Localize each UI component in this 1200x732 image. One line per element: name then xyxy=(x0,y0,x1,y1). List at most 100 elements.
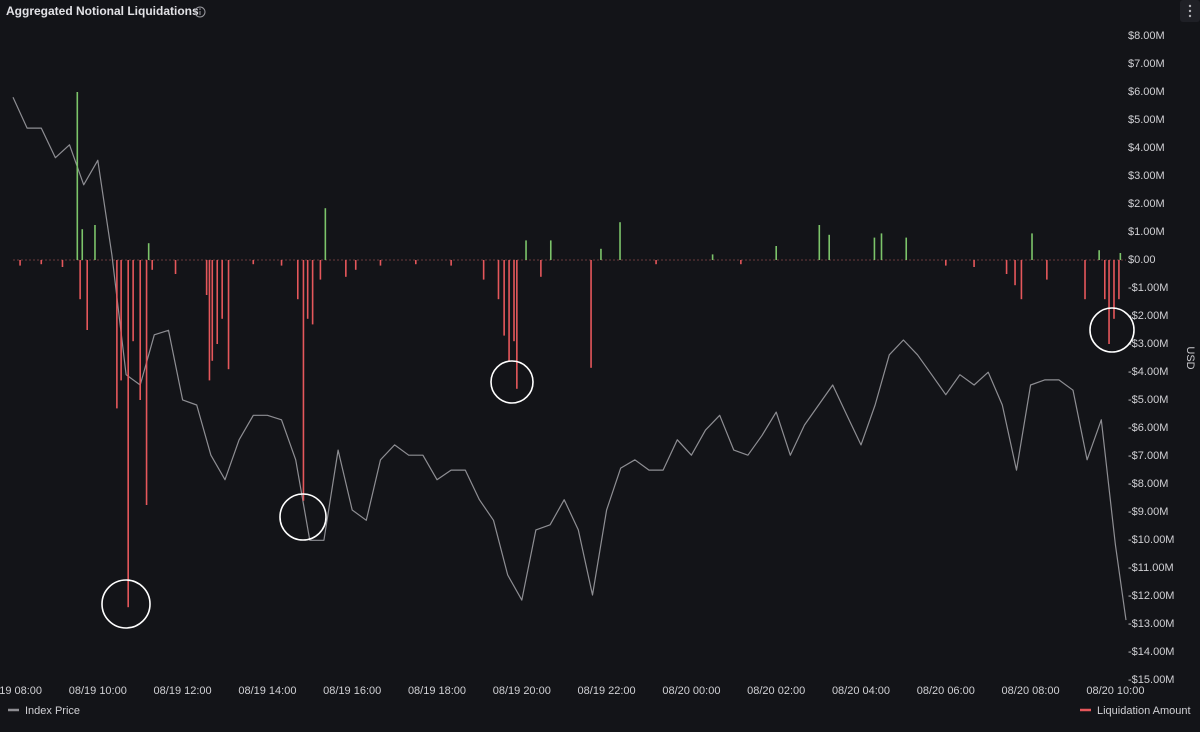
x-tick-label: 08/19 22:00 xyxy=(578,685,636,697)
y-tick-label: -$10.00M xyxy=(1128,534,1174,546)
liquidation-bar xyxy=(818,225,821,260)
info-dot[interactable] xyxy=(199,8,201,10)
liquidation-bar xyxy=(211,260,214,361)
liquidation-bar xyxy=(1098,250,1100,260)
liquidation-bar xyxy=(216,260,219,344)
y-tick-label: $5.00M xyxy=(1128,114,1165,126)
liquidation-bar xyxy=(319,260,322,280)
liquidation-bar xyxy=(775,246,777,260)
liquidation-bar xyxy=(600,248,602,260)
liquidation-bar xyxy=(174,260,177,274)
annotation-circle xyxy=(279,493,327,541)
x-tick-label: 08/20 02:00 xyxy=(747,685,805,697)
liquidation-bar xyxy=(61,260,64,267)
liquidation-bar xyxy=(354,260,357,270)
liquidation-bar xyxy=(145,260,148,505)
price-line xyxy=(12,96,1127,621)
y-tick-label: -$3.00M xyxy=(1128,338,1168,350)
y-tick-label: $8.00M xyxy=(1128,30,1165,42)
liquidation-bar xyxy=(324,208,327,260)
liquidation-bar xyxy=(139,260,141,400)
liquidation-bar xyxy=(1084,260,1086,300)
info-icon[interactable] xyxy=(194,6,206,18)
x-tick-label: 08/19 20:00 xyxy=(493,685,551,697)
liquidation-bar xyxy=(306,260,309,319)
liquidation-bar xyxy=(280,260,283,266)
x-tick-label: 08/19 16:00 xyxy=(323,685,381,697)
liquidation-bar xyxy=(40,260,43,265)
liquidation-bar xyxy=(1014,260,1016,286)
x-tick-label: 08/19 14:00 xyxy=(238,685,296,697)
liquidation-bar xyxy=(127,260,129,608)
info-circle[interactable] xyxy=(194,6,206,18)
annotation-circles xyxy=(101,307,1135,629)
liquidation-bar xyxy=(1031,233,1033,260)
liquidation-bar xyxy=(973,260,975,267)
y-tick-label: $3.00M xyxy=(1128,170,1165,182)
liquidation-bar xyxy=(116,260,118,409)
liquidation-bar xyxy=(450,260,452,266)
annotation-circle xyxy=(1089,307,1135,353)
liquidation-bar xyxy=(147,243,150,260)
x-tick-label: 08/19 18:00 xyxy=(408,685,466,697)
plot-area: $8.00M $7.00M $6.00M $5.00M $4.00M $3.00M $2.0… xyxy=(0,30,1174,697)
y-tick-label: -$13.00M xyxy=(1128,618,1174,630)
y-tick-label: $4.00M xyxy=(1128,142,1165,154)
menu-dot[interactable] xyxy=(1188,9,1192,13)
liquidation-bar xyxy=(415,260,417,265)
chart-title: Aggregated Notional Liquidations xyxy=(6,4,199,18)
x-tick-label: 08/20 10:00 xyxy=(1086,685,1144,697)
menu-button[interactable] xyxy=(1180,0,1200,22)
liquidation-bar xyxy=(1108,260,1110,344)
liquidation-bar xyxy=(94,225,96,260)
y-tick-label: $1.00M xyxy=(1128,226,1165,238)
liquidation-bar xyxy=(503,260,505,336)
y-tick-label: -$5.00M xyxy=(1128,394,1168,406)
liquidation-bar xyxy=(497,260,500,300)
liquidation-bar xyxy=(482,260,485,280)
legend-label: Index Price xyxy=(25,705,80,717)
liquidation-bar xyxy=(19,260,21,266)
liquidation-bar xyxy=(540,260,542,277)
liquidation-bar xyxy=(205,260,208,295)
liquidation-bar xyxy=(516,260,518,389)
x-tick-label: 08/19 12:00 xyxy=(154,685,212,697)
y-tick-label: $0.00 xyxy=(1128,254,1156,266)
liquidation-bar xyxy=(76,92,79,260)
y-tick-label: -$11.00M xyxy=(1128,562,1174,574)
y-tick-label: -$7.00M xyxy=(1128,450,1168,462)
y-tick-label: -$9.00M xyxy=(1128,506,1168,518)
x-tick-label: 08/20 04:00 xyxy=(832,685,890,697)
x-tick-label: 08/19 10:00 xyxy=(69,685,127,697)
y-tick-label: -$14.00M xyxy=(1128,646,1174,658)
liquidation-bar xyxy=(655,260,657,265)
liquidation-bar xyxy=(945,260,947,266)
liquidation-bar xyxy=(1104,260,1106,300)
liquidation-bar xyxy=(1046,260,1048,280)
liquidation-bar xyxy=(740,260,742,265)
liquidation-bar xyxy=(302,260,305,501)
liquidation-bar xyxy=(619,222,621,260)
liquidation-bar xyxy=(79,260,81,300)
y-tick-label: $6.00M xyxy=(1128,86,1165,98)
y-tick-label: -$8.00M xyxy=(1128,478,1168,490)
liquidation-bar xyxy=(208,260,211,381)
liquidation-bar xyxy=(252,260,255,265)
liquidation-bar xyxy=(132,260,134,342)
liquidation-bar xyxy=(1119,253,1122,260)
liquidation-bar xyxy=(81,229,84,260)
liquidation-bar xyxy=(296,260,299,300)
y-tick-label: -$4.00M xyxy=(1128,366,1168,378)
liquidation-bar xyxy=(311,260,314,325)
y-tick-label: -$2.00M xyxy=(1128,310,1168,322)
liquidation-bar xyxy=(1005,260,1008,274)
y-tick-label: -$6.00M xyxy=(1128,422,1168,434)
liquidation-bar xyxy=(828,234,830,260)
menu-dot[interactable] xyxy=(1188,14,1192,18)
menu-dot[interactable] xyxy=(1188,4,1192,8)
liquidation-bar xyxy=(1113,260,1115,319)
liquidation-bar xyxy=(508,260,510,361)
